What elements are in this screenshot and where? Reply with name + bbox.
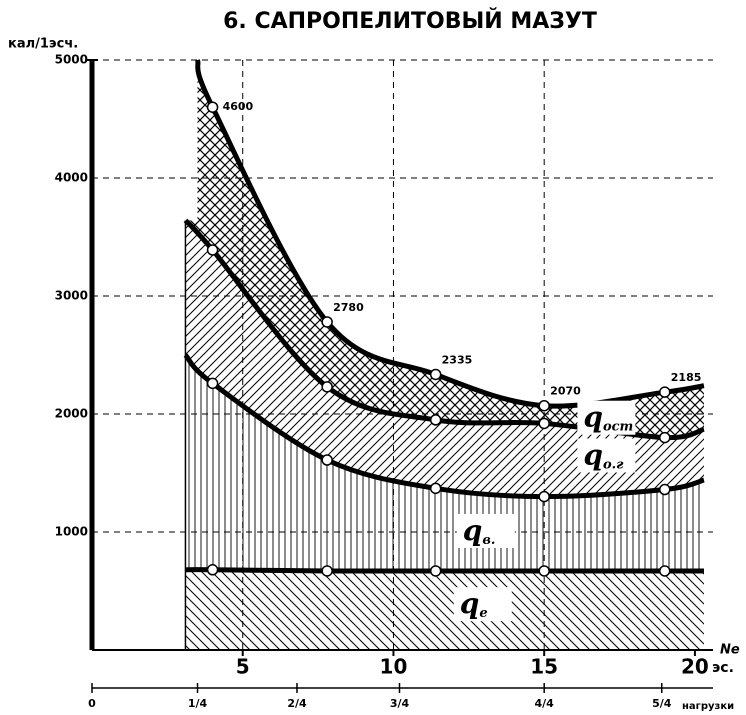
data-point (538, 490, 550, 503)
y-tick-label: 2000 (55, 407, 88, 421)
data-label: 2070 (550, 385, 581, 398)
data-point (538, 565, 550, 577)
data-point (429, 565, 442, 577)
label-bg (577, 438, 636, 473)
data-point (659, 386, 671, 398)
data-point (659, 431, 671, 444)
x2-tick-label: 2/4 (287, 697, 307, 710)
data-point (429, 482, 442, 495)
data-point (206, 377, 219, 390)
label-sub: ост (603, 419, 633, 434)
label-main: q (460, 587, 480, 620)
data-point (321, 454, 333, 466)
label-main: q (583, 438, 603, 471)
x-axis-label-sub: эс. (712, 660, 734, 676)
curve (185, 567, 704, 574)
chart-title: 6. САПРОПЕЛИТОВЫЙ МАЗУТ (223, 8, 597, 34)
curve (195, 59, 705, 409)
x2-tick-label: 4/4 (535, 697, 555, 710)
data-point (429, 368, 442, 381)
data-point (206, 101, 219, 113)
data-point (659, 483, 671, 496)
label-bg (456, 514, 515, 548)
label-sub: e (479, 606, 487, 621)
x-tick-label: 15 (530, 655, 558, 679)
hatched-region (185, 60, 704, 438)
label-bg (577, 400, 636, 435)
x-tick-label: 20 (681, 655, 709, 679)
data-point (429, 414, 442, 426)
hatched-region (185, 569, 704, 650)
y-tick-label: 3000 (55, 289, 88, 303)
label-sub: в. (482, 533, 495, 548)
x2-axis-label: нагрузки (682, 701, 734, 712)
data-point (321, 381, 333, 393)
data-label: 2780 (333, 301, 364, 314)
data-point (206, 244, 219, 256)
label-main: q (463, 514, 483, 547)
data-point (538, 399, 550, 412)
data-point (659, 565, 671, 577)
y-tick-label: 1000 (55, 525, 88, 539)
data-point (538, 417, 550, 430)
data-point (206, 564, 219, 576)
x-axis-label: Ne (720, 643, 740, 658)
y-axis-label: кал/1эсч. (8, 37, 78, 52)
x-tick-label: 10 (380, 655, 408, 679)
label-main: q (583, 400, 603, 433)
hatched-region (185, 355, 704, 572)
x2-tick-label: 3/4 (390, 697, 410, 710)
x-tick-label: 5 (236, 655, 250, 679)
label-sub: о.г (603, 457, 624, 472)
region-label: qв. (463, 514, 496, 548)
label-bg (453, 587, 512, 622)
y-tick-label: 5000 (55, 53, 88, 67)
region-label: qост (583, 400, 633, 434)
y-tick-label: 4000 (55, 171, 88, 185)
data-label: 2185 (671, 371, 702, 384)
data-label: 4600 (223, 100, 254, 113)
data-label: 2335 (442, 353, 473, 366)
region-label: qe (460, 587, 488, 621)
region-label: qо.г (583, 438, 624, 472)
data-point (321, 565, 333, 577)
x2-tick-label: 5/4 (652, 697, 672, 710)
data-point (321, 316, 333, 328)
x2-tick-label: 0 (88, 697, 96, 710)
x2-tick-label: 1/4 (188, 697, 208, 710)
